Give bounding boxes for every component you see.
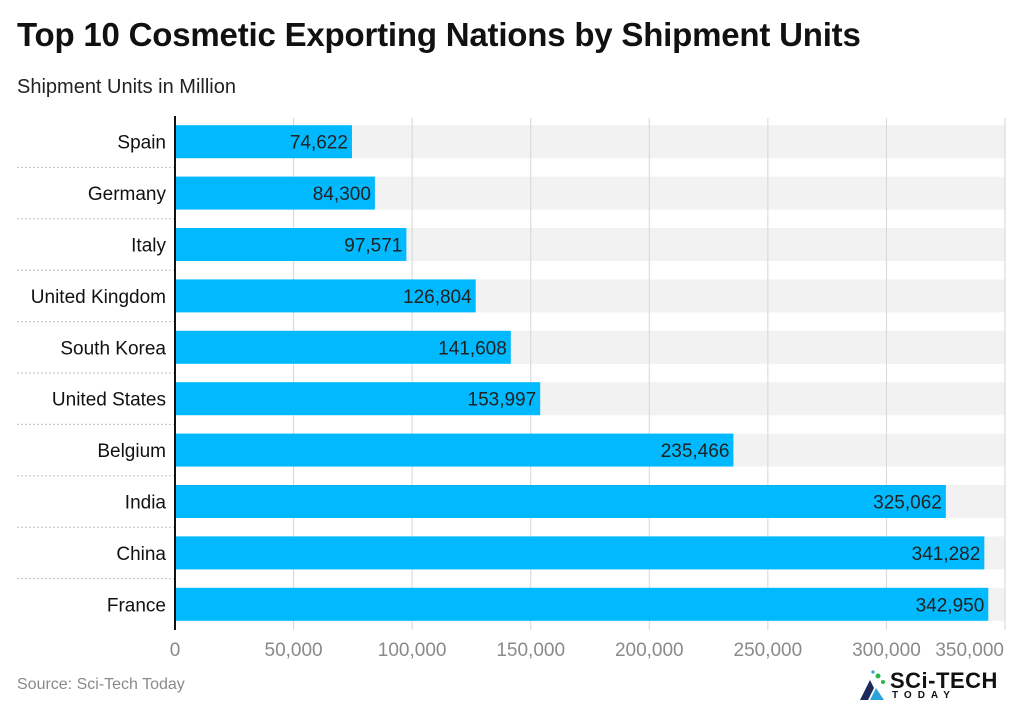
value-label: 74,622 [290,133,348,154]
logo-subtext: TODAY [892,690,956,701]
category-label: Belgium [97,441,166,462]
value-label: 342,950 [916,595,985,616]
x-tick-label: 350,000 [935,640,1004,661]
bar [175,382,541,416]
bar [175,433,734,467]
category-label: Italy [131,236,166,257]
bar [175,228,407,261]
bar [175,536,985,570]
chart-subtitle: Shipment Units in Million [17,76,236,98]
x-tick-label: 300,000 [852,640,921,661]
x-tick-label: 100,000 [378,640,447,661]
value-label: 235,466 [661,441,730,462]
category-label: India [125,493,167,514]
x-tick-label: 0 [170,640,181,661]
value-label: 126,804 [403,287,472,308]
x-tick-label: 150,000 [496,640,565,661]
category-label: United States [52,390,166,411]
bar [175,176,375,210]
value-label: 153,997 [468,390,537,411]
category-label: France [107,595,166,616]
sci-tech-logo-icon [860,670,885,700]
category-label: United Kingdom [31,287,166,308]
x-tick-label: 50,000 [265,640,323,661]
chart-title: Top 10 Cosmetic Exporting Nations by Shi… [17,16,861,53]
bar [175,125,352,159]
x-tick-label: 200,000 [615,640,684,661]
logo-text: SCi-TECH [890,668,998,693]
sci-tech-logo: SCi-TECH TODAY [858,668,1008,704]
bar [175,330,511,364]
bar [175,279,476,313]
category-label: Spain [117,133,166,154]
value-label: 84,300 [313,184,371,205]
source-note: Source: Sci-Tech Today [17,676,185,693]
category-label: China [116,544,166,565]
category-label: South Korea [60,338,166,359]
category-label: Germany [88,184,167,205]
value-label: 141,608 [438,338,507,359]
value-label: 341,282 [912,544,981,565]
bar [175,587,989,621]
value-label: 325,062 [873,493,942,514]
value-label: 97,571 [344,236,402,257]
x-tick-label: 250,000 [734,640,803,661]
bar [175,485,946,518]
